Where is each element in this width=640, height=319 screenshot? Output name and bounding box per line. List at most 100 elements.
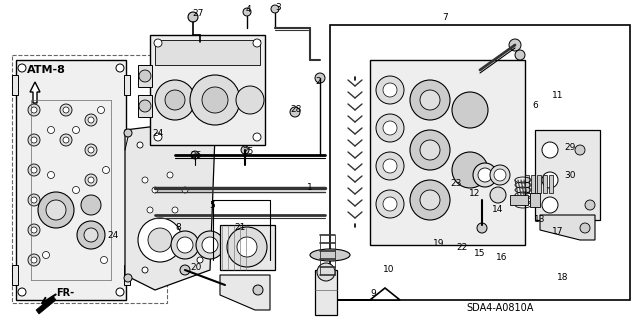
Circle shape: [31, 257, 37, 263]
Text: 9: 9: [370, 290, 376, 299]
Text: 3: 3: [275, 3, 281, 11]
Circle shape: [139, 70, 151, 82]
Text: 24: 24: [152, 129, 164, 137]
Text: 8: 8: [175, 224, 181, 233]
Text: 13: 13: [534, 216, 546, 225]
Circle shape: [197, 257, 203, 263]
Circle shape: [473, 163, 497, 187]
Text: 21: 21: [234, 224, 246, 233]
Text: 17: 17: [552, 227, 564, 236]
Circle shape: [28, 104, 40, 116]
Circle shape: [116, 288, 124, 296]
Circle shape: [494, 169, 506, 181]
Text: 12: 12: [469, 189, 481, 197]
Circle shape: [18, 288, 26, 296]
Polygon shape: [30, 82, 40, 103]
Circle shape: [88, 147, 94, 153]
Circle shape: [243, 8, 251, 16]
Circle shape: [85, 174, 97, 186]
Circle shape: [137, 142, 143, 148]
Circle shape: [177, 237, 193, 253]
Circle shape: [138, 218, 182, 262]
Bar: [12, 265, 18, 285]
Circle shape: [102, 167, 109, 174]
Text: 23: 23: [451, 179, 461, 188]
Bar: [549, 175, 553, 193]
Bar: [315, 270, 337, 315]
Text: 10: 10: [383, 265, 395, 275]
Circle shape: [542, 142, 558, 158]
Circle shape: [452, 152, 488, 188]
Bar: [525, 175, 529, 193]
Bar: [220, 225, 275, 270]
Circle shape: [420, 90, 440, 110]
Text: 7: 7: [442, 13, 448, 23]
Text: 5: 5: [209, 201, 215, 210]
Text: 24: 24: [108, 231, 118, 240]
Bar: [12, 75, 18, 95]
Polygon shape: [220, 275, 270, 310]
Circle shape: [31, 167, 37, 173]
Text: FR-: FR-: [56, 288, 74, 298]
Circle shape: [452, 92, 488, 128]
Circle shape: [85, 144, 97, 156]
Circle shape: [509, 39, 521, 51]
Circle shape: [376, 190, 404, 218]
Text: 1: 1: [307, 183, 313, 192]
Circle shape: [192, 137, 198, 143]
Circle shape: [124, 274, 132, 282]
Bar: [537, 175, 541, 193]
Circle shape: [410, 80, 450, 120]
Text: 14: 14: [492, 205, 504, 214]
Text: 26: 26: [190, 151, 202, 160]
Bar: [543, 175, 547, 193]
Text: 27: 27: [192, 10, 204, 19]
Bar: [124, 265, 130, 285]
Circle shape: [47, 127, 54, 133]
Circle shape: [180, 265, 190, 275]
Circle shape: [148, 228, 172, 252]
Circle shape: [100, 256, 108, 263]
Circle shape: [72, 187, 79, 194]
Bar: [510, 195, 528, 205]
Circle shape: [515, 50, 525, 60]
Circle shape: [575, 145, 585, 155]
Text: 22: 22: [456, 242, 468, 251]
Circle shape: [478, 168, 492, 182]
Bar: [535, 130, 600, 220]
Circle shape: [477, 223, 487, 233]
Circle shape: [47, 172, 54, 179]
Circle shape: [42, 251, 49, 258]
Circle shape: [188, 12, 198, 22]
Circle shape: [81, 195, 101, 215]
Circle shape: [383, 121, 397, 135]
Circle shape: [410, 130, 450, 170]
Circle shape: [190, 75, 240, 125]
Polygon shape: [125, 120, 215, 290]
Circle shape: [46, 200, 66, 220]
Circle shape: [63, 137, 69, 143]
Circle shape: [202, 87, 228, 113]
Circle shape: [72, 127, 79, 133]
Text: ATM-8: ATM-8: [27, 65, 66, 75]
Text: 16: 16: [496, 254, 508, 263]
Circle shape: [376, 114, 404, 142]
Circle shape: [142, 177, 148, 183]
Text: 28: 28: [291, 106, 301, 115]
Circle shape: [317, 263, 335, 281]
Circle shape: [28, 134, 40, 146]
Circle shape: [28, 224, 40, 236]
Circle shape: [315, 73, 325, 83]
Circle shape: [31, 227, 37, 233]
Circle shape: [227, 227, 267, 267]
Circle shape: [116, 64, 124, 72]
Circle shape: [31, 137, 37, 143]
Circle shape: [154, 133, 162, 141]
Circle shape: [60, 134, 72, 146]
Circle shape: [38, 192, 74, 228]
Circle shape: [542, 172, 558, 188]
Circle shape: [139, 100, 151, 112]
Circle shape: [241, 146, 249, 154]
Polygon shape: [540, 215, 595, 240]
Bar: [330, 25, 630, 300]
